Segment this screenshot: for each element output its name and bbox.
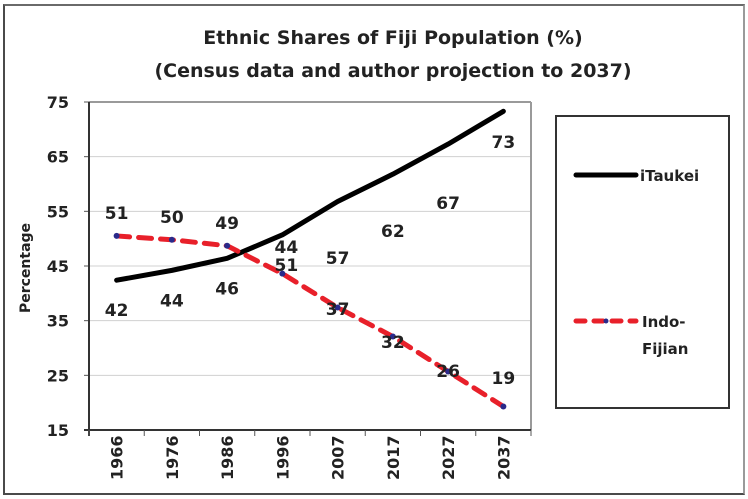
y-axis-title: Percentage xyxy=(18,223,34,313)
point-itaukei xyxy=(501,109,506,114)
y-tick-label: 55 xyxy=(47,202,69,221)
point-itaukei xyxy=(114,278,119,283)
point-indo-fijian xyxy=(389,333,396,340)
x-tick-label: 1976 xyxy=(163,435,182,480)
point-indo-fijian xyxy=(168,236,175,243)
x-tick-label: 2027 xyxy=(439,435,458,480)
gridlines xyxy=(89,101,531,376)
point-indo-fijian xyxy=(445,368,452,375)
data-label-itaukei: 62 xyxy=(381,222,405,242)
x-tick-label: 1966 xyxy=(108,435,127,480)
series-lines xyxy=(113,108,507,410)
legend: iTaukei Indo- Fijian xyxy=(555,115,730,409)
y-tick-label: 15 xyxy=(47,421,69,440)
data-label-itaukei: 67 xyxy=(436,194,460,214)
x-tick-label: 1996 xyxy=(273,435,292,480)
legend-box xyxy=(555,115,730,409)
chart-title: Ethnic Shares of Fiji Population (%) xyxy=(203,27,582,49)
point-itaukei xyxy=(280,232,285,237)
data-label-indo-fijian: 51 xyxy=(105,204,129,224)
y-tick-label: 65 xyxy=(47,148,69,167)
x-tick-label: 2007 xyxy=(329,435,348,480)
data-label-itaukei: 57 xyxy=(326,249,350,269)
y-tick-label: 75 xyxy=(47,93,69,112)
data-label-indo-fijian: 32 xyxy=(381,333,405,353)
data-label-indo-fijian: 19 xyxy=(492,369,516,389)
series-line-itaukei xyxy=(114,108,506,283)
point-indo-fijian xyxy=(279,270,286,277)
legend-label-indo-fijian-1: Indo- xyxy=(642,313,686,331)
data-label-indo-fijian: 50 xyxy=(160,208,184,228)
x-tick-labels: 1966 1976 1986 1996 2007 2017 2027 2037 xyxy=(108,435,514,480)
data-label-itaukei: 73 xyxy=(492,133,516,153)
point-itaukei xyxy=(225,256,230,261)
point-itaukei xyxy=(169,268,174,273)
point-itaukei xyxy=(446,142,451,147)
legend-marker-indo-fijian xyxy=(603,318,609,324)
data-labels: 42 44 46 51 57 62 67 73 51 50 49 44 37 32 26 19 xyxy=(105,133,515,389)
axes xyxy=(84,101,532,436)
point-itaukei xyxy=(390,172,395,177)
point-indo-fijian xyxy=(334,304,341,311)
data-label-itaukei: 44 xyxy=(160,291,184,311)
y-tick-label: 45 xyxy=(47,257,69,276)
x-tick-label: 2017 xyxy=(384,435,403,480)
point-indo-fijian xyxy=(224,242,231,249)
data-label-itaukei: 42 xyxy=(105,301,129,321)
chart-subtitle: (Census data and author projection to 20… xyxy=(154,60,631,82)
data-label-indo-fijian: 44 xyxy=(275,238,299,258)
series-line-indo-fijian xyxy=(114,233,506,409)
x-tick-label: 2037 xyxy=(494,435,513,480)
point-itaukei xyxy=(335,199,340,204)
point-indo-fijian xyxy=(500,403,507,410)
y-tick-label: 35 xyxy=(47,312,69,331)
x-tick-label: 1986 xyxy=(218,435,237,480)
y-tick-labels: 15 25 35 45 55 65 75 xyxy=(47,93,69,440)
data-label-itaukei: 46 xyxy=(215,279,239,299)
data-label-indo-fijian: 49 xyxy=(215,214,239,234)
data-label-indo-fijian: 26 xyxy=(436,362,460,382)
legend-label-indo-fijian-2: Fijian xyxy=(642,340,688,358)
data-label-itaukei: 51 xyxy=(275,256,299,276)
data-label-indo-fijian: 37 xyxy=(326,300,350,320)
point-indo-fijian xyxy=(113,232,120,239)
legend-label-itaukei: iTaukei xyxy=(640,167,699,185)
y-tick-label: 25 xyxy=(47,366,69,385)
